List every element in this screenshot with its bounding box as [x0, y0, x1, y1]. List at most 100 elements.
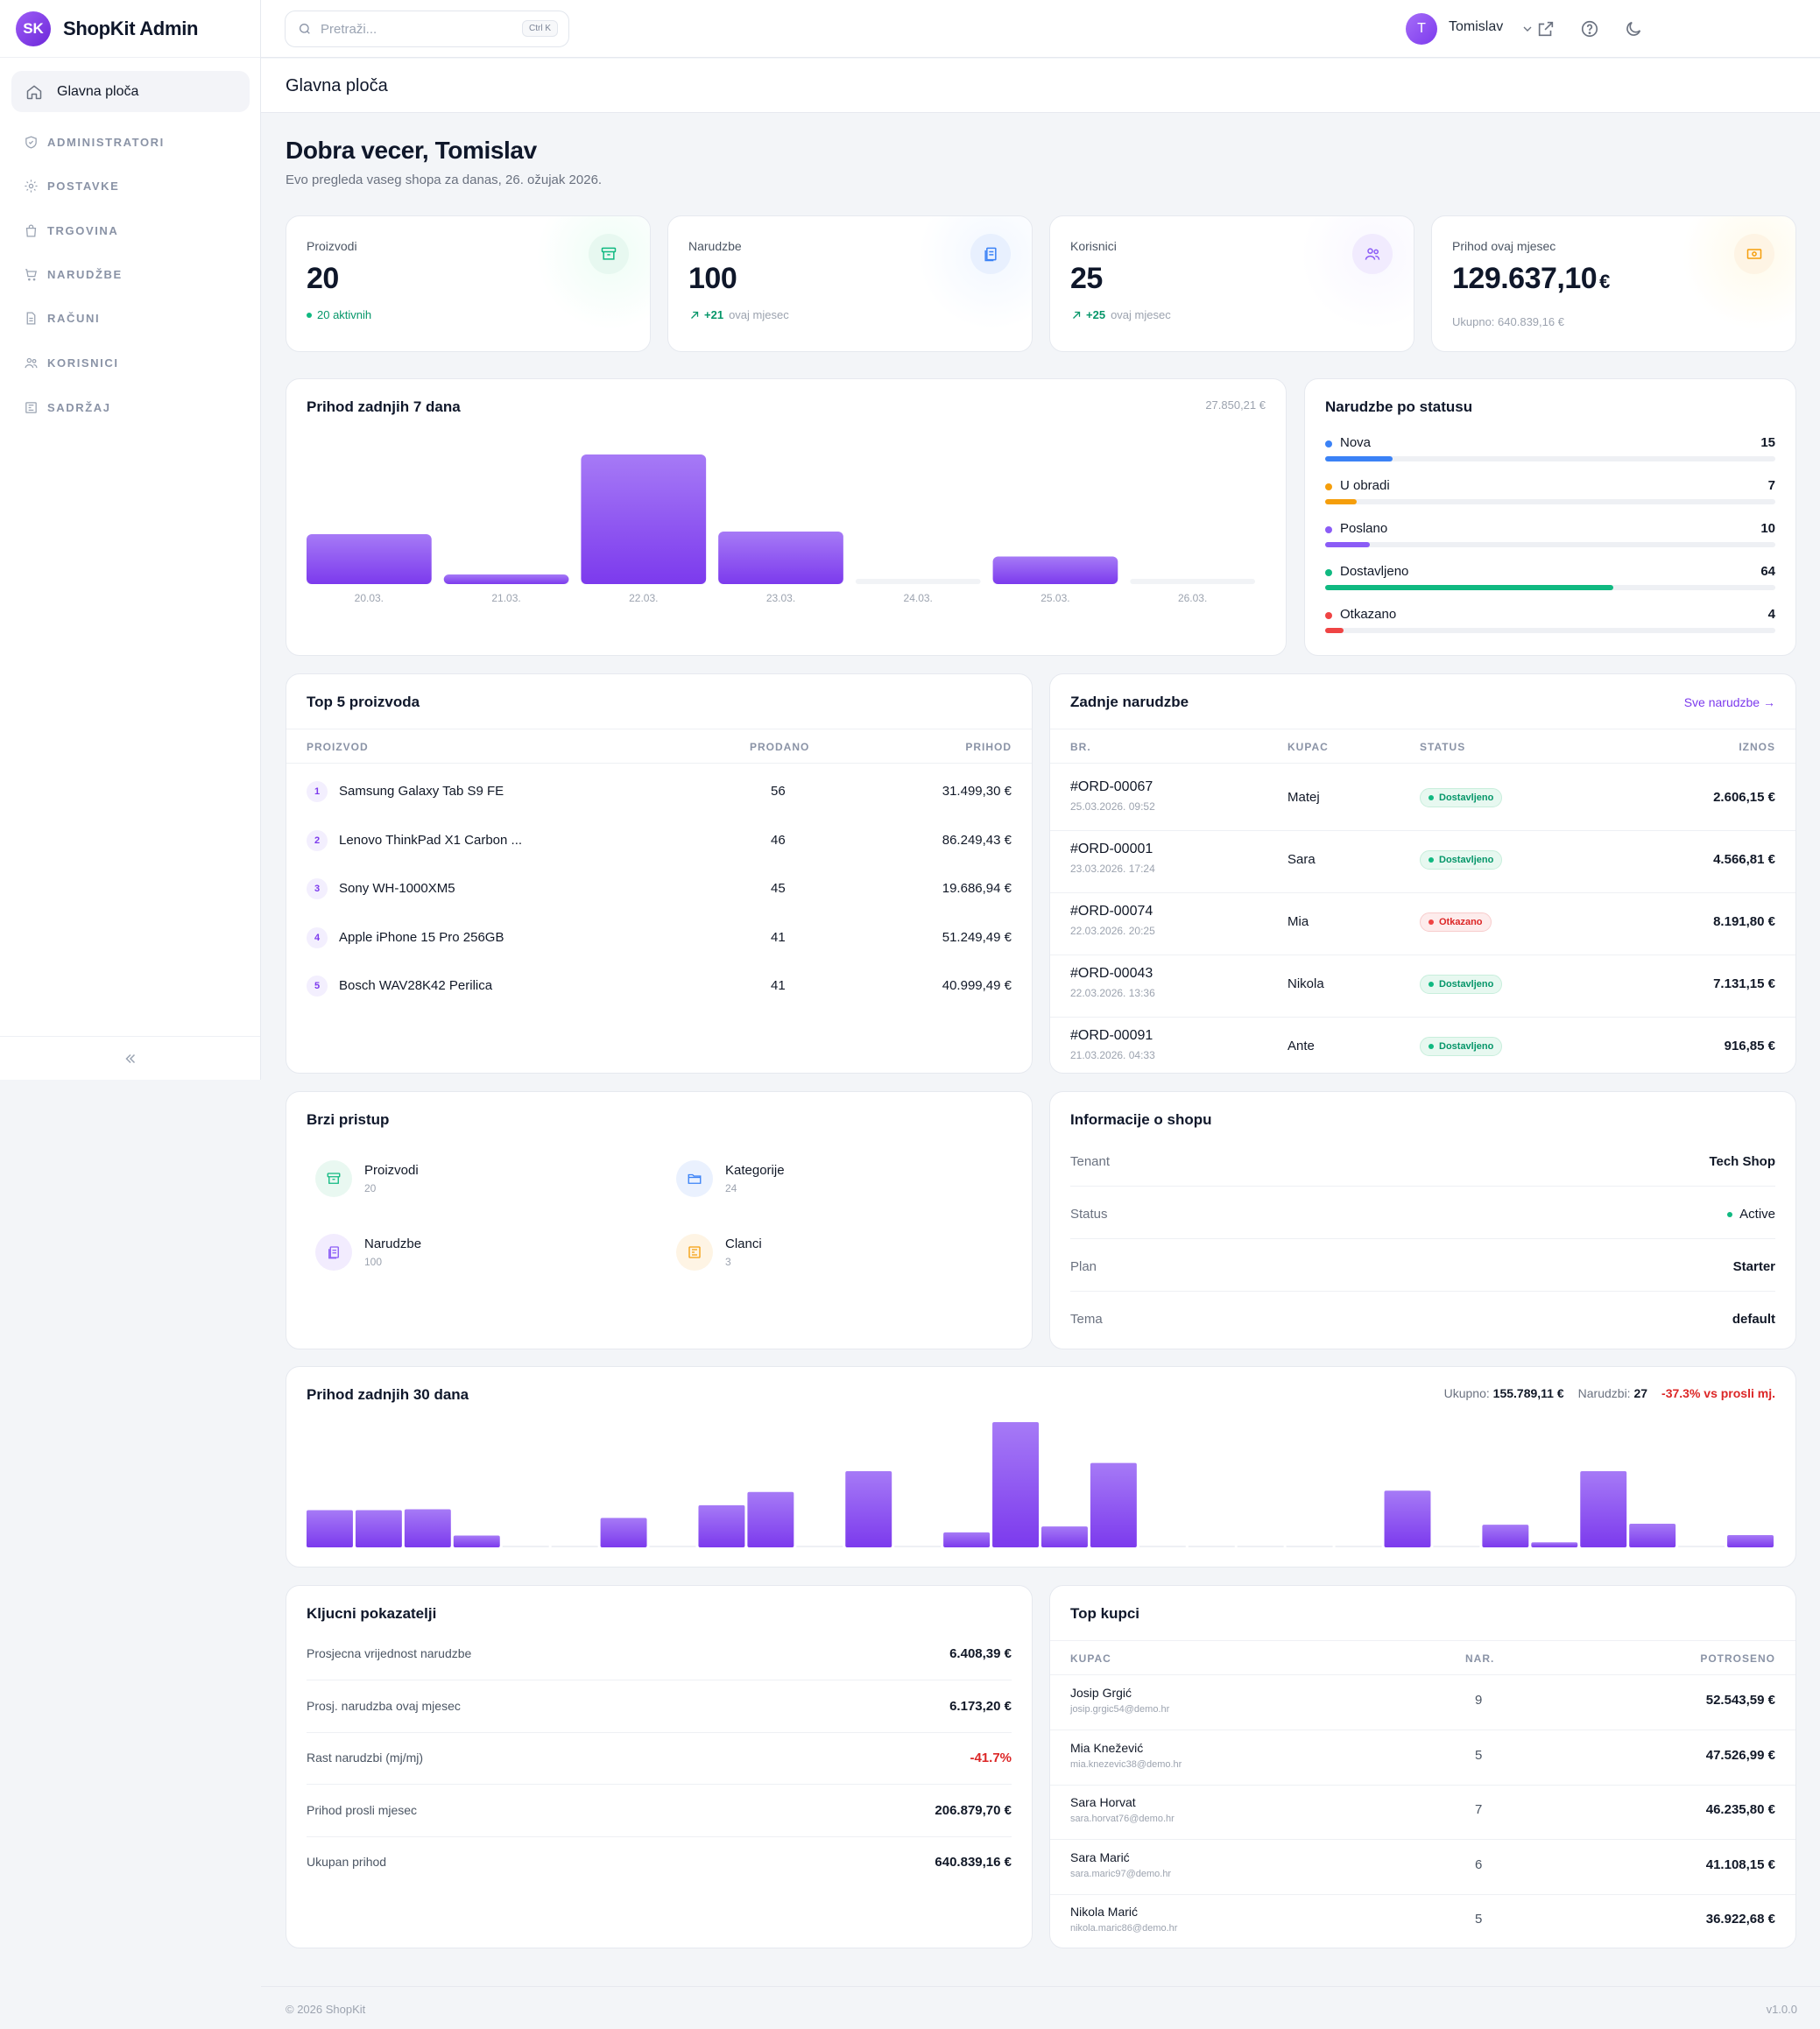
order-id-link[interactable]: #ORD-00001 [1070, 842, 1153, 856]
row-divider [1050, 1839, 1795, 1840]
footer-copyright: © 2026 ShopKit [286, 2003, 366, 2016]
avatar[interactable]: T [1406, 13, 1437, 45]
revenue-30-summary: Ukupno: 155.789,11 € Narudzbi: 27 -37.3%… [1444, 1386, 1775, 1400]
search-input[interactable]: Pretraži... Ctrl K [285, 11, 569, 47]
sidebar-item-trgovina[interactable]: TRGOVINA [24, 220, 118, 241]
order-id-link[interactable]: #ORD-00043 [1070, 966, 1153, 981]
brand[interactable]: SK ShopKit Admin [0, 0, 260, 58]
bar[interactable] [698, 1504, 745, 1547]
sidebar: SK ShopKit Admin Glavna ploča ADMINISTRA… [0, 0, 261, 1080]
quick-link-articles[interactable]: Clanci 3 [676, 1234, 762, 1271]
bar[interactable] [443, 574, 569, 584]
bar[interactable] [1531, 1542, 1578, 1547]
customer-name: Sara Horvat [1070, 1795, 1136, 1809]
quick-link-categories[interactable]: Kategorije 24 [676, 1160, 785, 1197]
kpi-row: Prosjecna vrijednost narudzbe 6.408,39 € [307, 1628, 1012, 1680]
info-value: Tech Shop [1709, 1154, 1775, 1169]
product-name[interactable]: Apple iPhone 15 Pro 256GB [339, 929, 504, 945]
product-revenue: 19.686,94 € [942, 881, 1012, 896]
sidebar-item-administratori[interactable]: ADMINISTRATORI [24, 131, 165, 152]
logo: SK [16, 11, 51, 46]
product-name[interactable]: Samsung Galaxy Tab S9 FE [339, 784, 504, 799]
status-name: Dostavljeno [1340, 564, 1409, 579]
stat-value-number: 129.637,10 [1452, 262, 1598, 295]
sidebar-item-korisnici[interactable]: KORISNICI [24, 352, 119, 373]
sidebar-item-racuni[interactable]: RAČUNI [24, 307, 100, 328]
product-name[interactable]: Lenovo ThinkPad X1 Carbon ... [339, 832, 523, 848]
product-name[interactable]: Sony WH-1000XM5 [339, 881, 455, 896]
sidebar-item-label: POSTAVKE [47, 179, 120, 193]
sidebar-item-narudzbe[interactable]: NARUDŽBE [24, 264, 123, 285]
stat-card-orders[interactable]: Narudzbe 100 +21 ovaj mjesec [667, 215, 1033, 352]
bar[interactable] [1384, 1490, 1431, 1547]
bar-empty [649, 1546, 696, 1547]
bar[interactable] [1727, 1535, 1774, 1547]
stat-card-users[interactable]: Korisnici 25 +25 ovaj mjesec [1049, 215, 1414, 352]
quick-link-count: 100 [364, 1256, 383, 1268]
bar[interactable] [600, 1518, 647, 1547]
all-orders-link[interactable]: Sve narudzbe → [1683, 695, 1775, 709]
bar[interactable] [943, 1532, 991, 1547]
status-row: U obradi 7 [1325, 478, 1775, 513]
divider [1050, 763, 1795, 764]
column-header: BR. [1070, 741, 1091, 753]
status-dot [1727, 1212, 1733, 1218]
order-id-link[interactable]: #ORD-00067 [1070, 779, 1153, 794]
product-name[interactable]: Bosch WAV28K42 Perilica [339, 978, 493, 993]
stat-label: Proizvodi [307, 239, 357, 253]
info-value: default [1732, 1312, 1775, 1327]
status-count: 15 [1760, 435, 1775, 450]
status-badge: Dostavljeno [1420, 975, 1503, 994]
user-menu-toggle[interactable] [1520, 22, 1534, 36]
bar[interactable] [307, 534, 432, 584]
status-track [1325, 456, 1775, 461]
bar[interactable] [1629, 1524, 1676, 1547]
help-button[interactable] [1580, 19, 1599, 39]
newspaper-icon [676, 1234, 713, 1271]
order-date: 25.03.2026. 09:52 [1070, 800, 1155, 813]
status-dot [1428, 857, 1434, 863]
stat-sub: +21 ovaj mjesec [688, 308, 789, 321]
column-header: IZNOS [1739, 741, 1775, 753]
user-name[interactable]: Tomislav [1449, 19, 1504, 34]
bar[interactable] [581, 454, 707, 584]
status-dot [1428, 982, 1434, 987]
collapse-sidebar-button[interactable] [0, 1036, 260, 1080]
stat-card-products[interactable]: Proizvodi 20 20 aktivnih [286, 215, 651, 352]
bar[interactable] [992, 1422, 1039, 1547]
status-count: 10 [1760, 521, 1775, 536]
sidebar-item-postavke[interactable]: POSTAVKE [24, 175, 119, 196]
quick-link-orders[interactable]: Narudzbe 100 [315, 1234, 421, 1271]
stat-label: Narudzbe [688, 239, 742, 253]
card-glow [1682, 216, 1795, 330]
order-id-link[interactable]: #ORD-00091 [1070, 1028, 1153, 1043]
external-link-icon [1538, 21, 1554, 37]
bar[interactable] [453, 1535, 500, 1547]
quick-link-products[interactable]: Proizvodi 20 [315, 1160, 419, 1197]
trend-up-icon [691, 311, 699, 319]
bar[interactable] [992, 556, 1118, 585]
stat-card-revenue[interactable]: Prihod ovaj mjesec 129.637,10 € Ukupno: 6… [1431, 215, 1796, 352]
bar[interactable] [404, 1509, 451, 1547]
bar[interactable] [1090, 1462, 1137, 1547]
bar[interactable] [307, 1510, 353, 1547]
quick-link-count: 3 [725, 1256, 731, 1268]
sidebar-item-sadrzaj[interactable]: SADRŽAJ [24, 397, 111, 418]
stat-sub: +25 ovaj mjesec [1070, 308, 1171, 321]
external-link-button[interactable] [1536, 19, 1555, 39]
top-customers-card: Top kupci KUPAC NAR. POTROSENO Josip Grg… [1049, 1585, 1796, 1948]
bar[interactable] [355, 1510, 402, 1547]
bar[interactable] [1482, 1525, 1529, 1547]
bar[interactable] [1580, 1470, 1627, 1547]
bar[interactable] [845, 1470, 892, 1547]
bar-empty [1237, 1546, 1284, 1547]
bar[interactable] [718, 532, 843, 584]
sidebar-item-dashboard[interactable]: Glavna ploča [11, 71, 250, 112]
order-id-link[interactable]: #ORD-00074 [1070, 904, 1153, 919]
revenue-30-chart [307, 1422, 1774, 1547]
bar[interactable] [747, 1491, 794, 1547]
theme-toggle-button[interactable] [1624, 19, 1643, 39]
bar[interactable] [1041, 1526, 1088, 1547]
revenue-30-days-card: Prihod zadnjih 30 dana Ukupno: 155.789,1… [286, 1366, 1796, 1568]
status-dot [1428, 1044, 1434, 1049]
